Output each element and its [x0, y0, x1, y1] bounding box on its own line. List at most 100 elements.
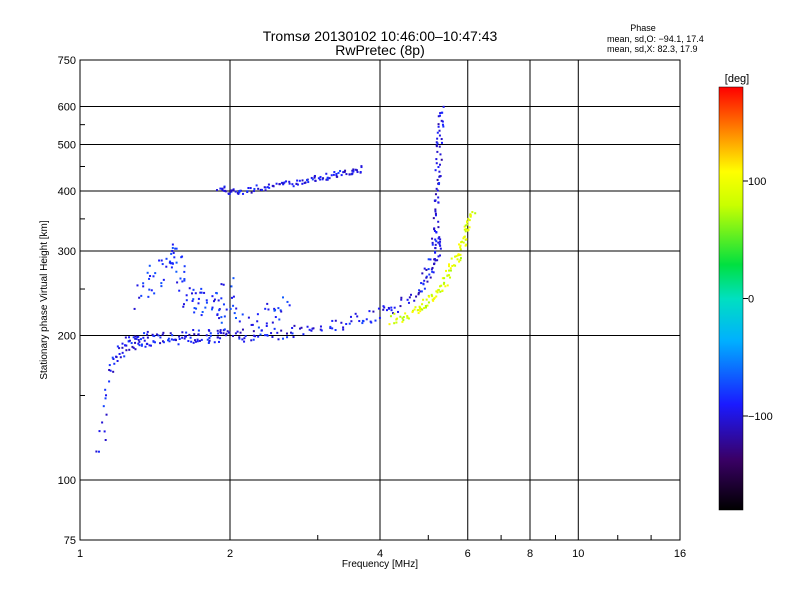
- y-tick-label: 500: [58, 140, 76, 152]
- data-point: [452, 264, 455, 267]
- data-point: [183, 337, 186, 340]
- data-point: [356, 315, 359, 318]
- data-point: [216, 336, 219, 339]
- data-point: [465, 228, 468, 231]
- data-point: [426, 280, 429, 283]
- data-point: [197, 297, 200, 300]
- data-point: [295, 182, 298, 185]
- y-tick-label: 200: [58, 331, 76, 343]
- data-point: [188, 333, 191, 336]
- data-point: [175, 247, 178, 250]
- data-point: [311, 178, 314, 181]
- data-point: [437, 196, 440, 199]
- data-point: [251, 323, 254, 326]
- data-point: [434, 251, 437, 254]
- data-point: [200, 287, 203, 290]
- y-tick-label: 75: [64, 535, 76, 547]
- data-point: [127, 340, 130, 343]
- data-point: [411, 311, 414, 314]
- data-point: [319, 178, 322, 181]
- data-point: [395, 318, 398, 321]
- data-point: [148, 288, 151, 291]
- grid-lines: [80, 60, 680, 540]
- data-point: [243, 337, 246, 340]
- data-point: [250, 323, 253, 326]
- data-point: [273, 309, 276, 312]
- data-point: [286, 300, 289, 303]
- x-tick-label: 4: [377, 548, 383, 560]
- data-point: [445, 269, 448, 272]
- data-point: [342, 328, 345, 331]
- data-point: [436, 291, 439, 294]
- data-point: [124, 344, 127, 347]
- data-point: [433, 296, 436, 299]
- data-point: [434, 210, 437, 213]
- data-point: [465, 238, 468, 241]
- data-point: [206, 338, 209, 341]
- data-point: [178, 338, 181, 341]
- data-point: [279, 309, 282, 312]
- data-point: [439, 112, 442, 115]
- data-point: [171, 262, 174, 265]
- data-point: [136, 336, 139, 339]
- data-point: [172, 338, 175, 341]
- data-point: [306, 179, 309, 182]
- data-point: [226, 330, 229, 333]
- data-point: [434, 243, 437, 246]
- data-point: [448, 263, 451, 266]
- data-point: [169, 262, 172, 265]
- data-point: [238, 191, 241, 194]
- data-point: [449, 267, 452, 270]
- data-point: [438, 170, 441, 173]
- data-point: [238, 336, 241, 339]
- data-point: [436, 137, 439, 140]
- data-point: [406, 298, 409, 301]
- data-point: [433, 262, 436, 265]
- data-point: [153, 335, 156, 338]
- data-point: [232, 295, 235, 298]
- data-point: [171, 246, 174, 249]
- y-tick-label: 300: [58, 246, 76, 258]
- data-point: [252, 338, 255, 341]
- data-point: [116, 345, 119, 348]
- data-point: [271, 335, 274, 338]
- data-point: [283, 181, 286, 184]
- data-point: [433, 229, 436, 232]
- data-point: [237, 192, 240, 195]
- data-point: [469, 215, 472, 218]
- data-point: [210, 308, 213, 311]
- data-point: [282, 337, 285, 340]
- data-point: [182, 303, 185, 306]
- data-point: [222, 329, 225, 332]
- data-point: [454, 264, 457, 267]
- data-point: [342, 326, 345, 329]
- data-point: [238, 337, 241, 340]
- data-point: [212, 300, 215, 303]
- data-point: [422, 283, 425, 286]
- x-tick-label: 6: [465, 548, 471, 560]
- data-point: [462, 237, 465, 240]
- data-point: [463, 228, 466, 231]
- data-point: [140, 294, 143, 297]
- data-point: [434, 247, 437, 250]
- data-point: [368, 310, 371, 313]
- data-point: [378, 316, 381, 319]
- data-point: [413, 299, 416, 302]
- colorbar-tick-label: 0: [748, 294, 754, 306]
- data-point: [448, 274, 451, 277]
- data-point: [427, 258, 430, 261]
- data-point: [370, 321, 373, 324]
- data-point: [197, 333, 200, 336]
- data-point: [434, 214, 437, 217]
- data-point: [435, 162, 438, 165]
- data-point: [113, 362, 116, 365]
- y-tick-label: 750: [58, 55, 76, 67]
- data-point: [221, 188, 224, 191]
- data-point: [217, 332, 220, 335]
- data-point: [235, 307, 238, 310]
- colorbar-label: [deg]: [725, 73, 749, 85]
- data-point: [252, 330, 255, 333]
- data-point: [434, 169, 437, 172]
- data-point: [317, 177, 320, 180]
- data-point: [134, 348, 137, 351]
